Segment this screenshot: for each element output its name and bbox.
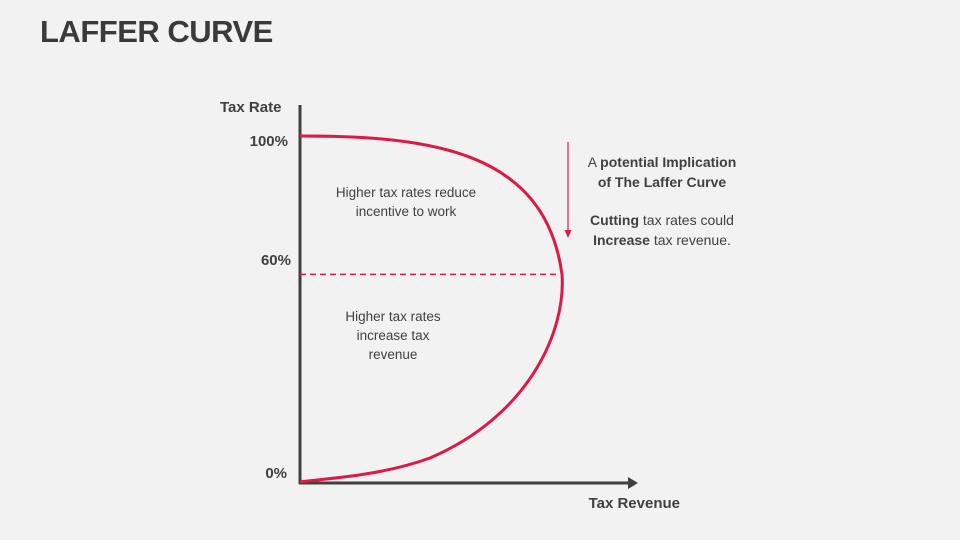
lower-annotation: Higher tax rates increase tax revenue bbox=[345, 309, 441, 362]
slide-title: LAFFER CURVE bbox=[40, 14, 273, 49]
note-line4-bold: Increase bbox=[593, 232, 650, 248]
y-tick-0: 0% bbox=[265, 465, 287, 482]
note-line4-rest: tax revenue. bbox=[649, 232, 731, 248]
note-line1-bold: potential Implication bbox=[600, 154, 737, 170]
note-line1-prefix: A bbox=[587, 154, 601, 170]
y-axis-label: Tax Rate bbox=[220, 99, 281, 116]
implication-note: A potential Implication of The Laffer Cu… bbox=[572, 152, 752, 250]
laffer-curve bbox=[299, 134, 564, 484]
y-tick-100: 100% bbox=[250, 133, 288, 150]
note-line3-rest: tax rates could bbox=[639, 212, 734, 228]
upper-annotation: Higher tax rates reduce incentive to wor… bbox=[335, 185, 477, 219]
x-axis-label: Tax Revenue bbox=[589, 495, 680, 512]
x-axis-arrowhead bbox=[628, 477, 638, 489]
y-tick-60: 60% bbox=[261, 252, 291, 269]
note-line2-bold: of The Laffer Curve bbox=[597, 174, 727, 190]
down-arrow-head bbox=[564, 230, 572, 238]
note-line3-bold: Cutting bbox=[590, 212, 640, 228]
